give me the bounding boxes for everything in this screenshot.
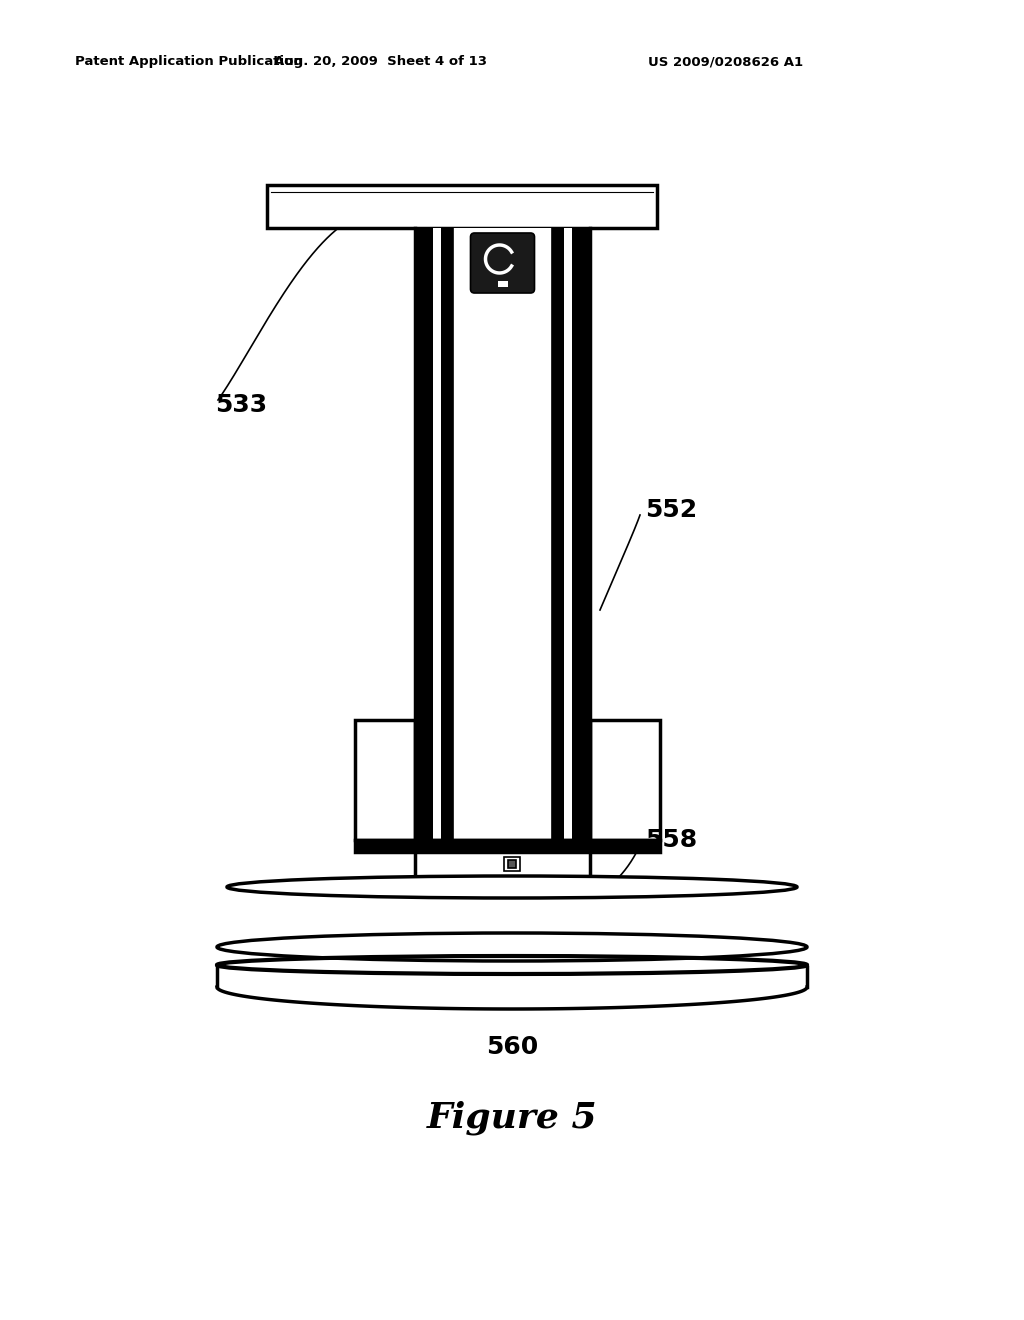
Bar: [355, 719, 415, 840]
Text: 558: 558: [645, 828, 697, 851]
Bar: [590, 719, 660, 840]
Bar: [415, 851, 590, 880]
Bar: [415, 228, 433, 840]
Text: 552: 552: [645, 498, 697, 521]
Bar: [267, 185, 657, 228]
Bar: [453, 228, 552, 840]
Bar: [498, 281, 508, 286]
Bar: [508, 861, 516, 869]
Bar: [441, 228, 453, 840]
Polygon shape: [217, 887, 807, 961]
Text: US 2009/0208626 A1: US 2009/0208626 A1: [648, 55, 803, 69]
Bar: [564, 228, 572, 840]
Text: 533: 533: [215, 393, 267, 417]
Ellipse shape: [227, 876, 797, 898]
Bar: [572, 228, 590, 840]
Text: Aug. 20, 2009  Sheet 4 of 13: Aug. 20, 2009 Sheet 4 of 13: [273, 55, 486, 69]
FancyBboxPatch shape: [470, 234, 535, 293]
Bar: [433, 228, 441, 840]
Text: Figure 5: Figure 5: [427, 1101, 597, 1135]
Bar: [552, 228, 564, 840]
Text: Patent Application Publication: Patent Application Publication: [75, 55, 303, 69]
Text: 560: 560: [485, 1035, 539, 1059]
Bar: [504, 857, 520, 871]
Bar: [355, 840, 660, 851]
